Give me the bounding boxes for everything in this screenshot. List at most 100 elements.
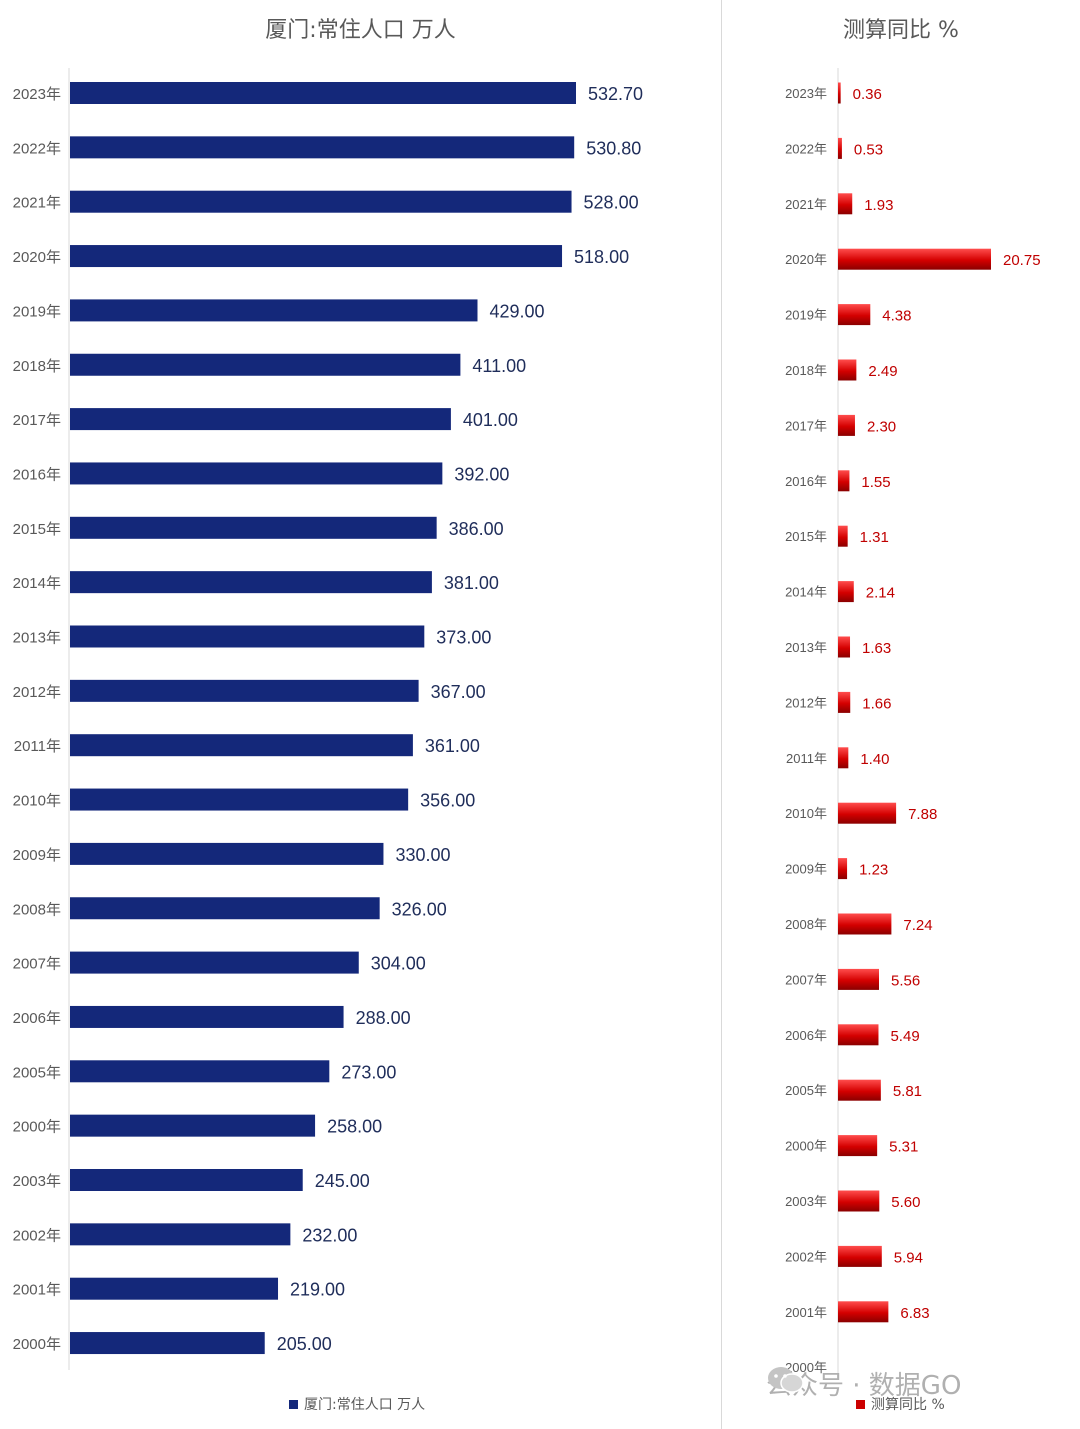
population-bar: [70, 734, 413, 757]
population-data-label: 532.70: [588, 84, 643, 104]
population-category-label: 2001年: [13, 1282, 61, 1299]
population-bar: [70, 1332, 265, 1355]
yoy-data-label: 5.60: [891, 1194, 920, 1211]
yoy-category-label: 2015年: [785, 529, 827, 544]
yoy-category-label: 2001年: [785, 1305, 827, 1320]
yoy-bar: [838, 858, 848, 880]
population-bar: [70, 462, 443, 485]
population-category-label: 2005年: [13, 1064, 61, 1081]
population-bar: [70, 516, 437, 539]
yoy-category-label: 2013年: [785, 640, 827, 655]
yoy-bar: [838, 1301, 889, 1323]
population-category-label: 2015年: [13, 521, 61, 538]
population-category-label: 2000年: [13, 1119, 61, 1136]
population-category-label: 2019年: [13, 303, 61, 320]
population-data-label: 356.00: [420, 791, 475, 811]
population-category-label: 2014年: [13, 575, 61, 592]
yoy-data-label: 1.31: [860, 529, 889, 546]
population-bar: [70, 1169, 303, 1191]
yoy-category-label: 2014年: [785, 585, 827, 600]
yoy-legend-label: 测算同比 %: [871, 1397, 945, 1413]
population-bar: [70, 190, 572, 213]
population-category-label: 2010年: [13, 793, 61, 810]
population-category-label: 2009年: [13, 847, 61, 864]
population-category-label: 2013年: [13, 630, 61, 647]
yoy-data-label: 5.81: [893, 1083, 922, 1100]
population-category-label: 2006年: [13, 1010, 61, 1027]
population-legend: 厦门:常住人口 万人: [289, 1394, 425, 1414]
yoy-bar: [838, 470, 850, 492]
yoy-bar: [838, 193, 853, 215]
population-bar: [70, 788, 409, 811]
yoy-category-label: 2000年: [785, 1360, 827, 1375]
yoy-data-label: 1.93: [864, 197, 893, 214]
population-category-label: 2003年: [13, 1173, 61, 1190]
population-bar: [70, 842, 384, 865]
yoy-data-label: 5.94: [894, 1249, 923, 1266]
watermark: 公众号 · 数据GO: [766, 1365, 961, 1402]
yoy-bar-chart: 2023年 0.36 2022年 0.53 2021年 1.93 2020年 20.75 201…: [785, 68, 1041, 1380]
population-data-label: 258.00: [327, 1117, 382, 1137]
population-bar: [70, 82, 576, 104]
yoy-bar: [838, 1024, 879, 1046]
population-bar: [70, 353, 461, 376]
yoy-data-label: 5.49: [890, 1028, 919, 1045]
population-bar: [70, 408, 451, 431]
population-category-label: 2008年: [13, 901, 61, 918]
yoy-data-label: 0.36: [853, 86, 882, 103]
population-data-label: 381.00: [444, 573, 499, 593]
population-data-label: 361.00: [425, 736, 480, 756]
population-bar: [70, 136, 575, 159]
population-data-label: 330.00: [395, 845, 450, 865]
yoy-bar: [838, 691, 851, 713]
yoy-bar: [838, 1245, 882, 1267]
population-category-label: 2023年: [13, 86, 61, 103]
yoy-bar: [838, 525, 848, 547]
population-category-label: 2002年: [13, 1227, 61, 1244]
population-data-label: 411.00: [472, 356, 526, 376]
population-bar: [70, 897, 380, 920]
population-data-label: 326.00: [392, 899, 447, 919]
yoy-data-label: 1.23: [859, 862, 888, 879]
population-data-label: 429.00: [489, 301, 544, 321]
population-data-label: 373.00: [436, 628, 491, 648]
yoy-category-label: 2006年: [785, 1028, 827, 1043]
yoy-data-label: 1.63: [862, 640, 891, 657]
population-data-label: 219.00: [290, 1280, 345, 1300]
yoy-category-label: 2017年: [785, 418, 827, 433]
population-category-label: 2016年: [13, 466, 61, 483]
population-bar: [70, 299, 478, 322]
population-legend-swatch: [289, 1399, 298, 1409]
population-data-label: 205.00: [277, 1334, 332, 1354]
yoy-bar: [838, 1135, 878, 1157]
yoy-bar: [838, 636, 851, 658]
yoy-data-label: 2.30: [867, 418, 896, 435]
yoy-category-label: 2012年: [785, 695, 827, 710]
population-category-label: 2000年: [13, 1336, 61, 1353]
population-data-label: 401.00: [463, 410, 518, 430]
population-data-label: 288.00: [356, 1008, 411, 1028]
population-data-label: 530.80: [586, 138, 641, 158]
yoy-bar: [838, 304, 871, 326]
yoy-legend-swatch: [856, 1399, 865, 1409]
yoy-data-label: 20.75: [1003, 252, 1041, 269]
yoy-data-label: 1.40: [860, 751, 889, 768]
population-category-label: 2007年: [13, 956, 61, 973]
yoy-data-label: 4.38: [882, 308, 911, 325]
population-data-label: 528.00: [584, 193, 639, 213]
yoy-category-label: 2002年: [785, 1249, 827, 1264]
population-data-label: 367.00: [431, 682, 486, 702]
population-category-label: 2021年: [13, 195, 61, 212]
yoy-category-label: 2016年: [785, 474, 827, 489]
population-data-label: 518.00: [574, 247, 629, 267]
wechat-icon: [768, 1367, 804, 1393]
yoy-bar: [838, 1079, 881, 1101]
population-data-label: 392.00: [454, 464, 509, 484]
population-category-label: 2022年: [13, 140, 61, 157]
yoy-bar: [838, 414, 855, 436]
population-bar: [70, 1005, 344, 1028]
population-bar: [70, 1277, 279, 1300]
yoy-category-label: 2019年: [785, 308, 827, 323]
population-category-label: 2011年: [14, 738, 61, 755]
yoy-bar: [838, 137, 842, 159]
